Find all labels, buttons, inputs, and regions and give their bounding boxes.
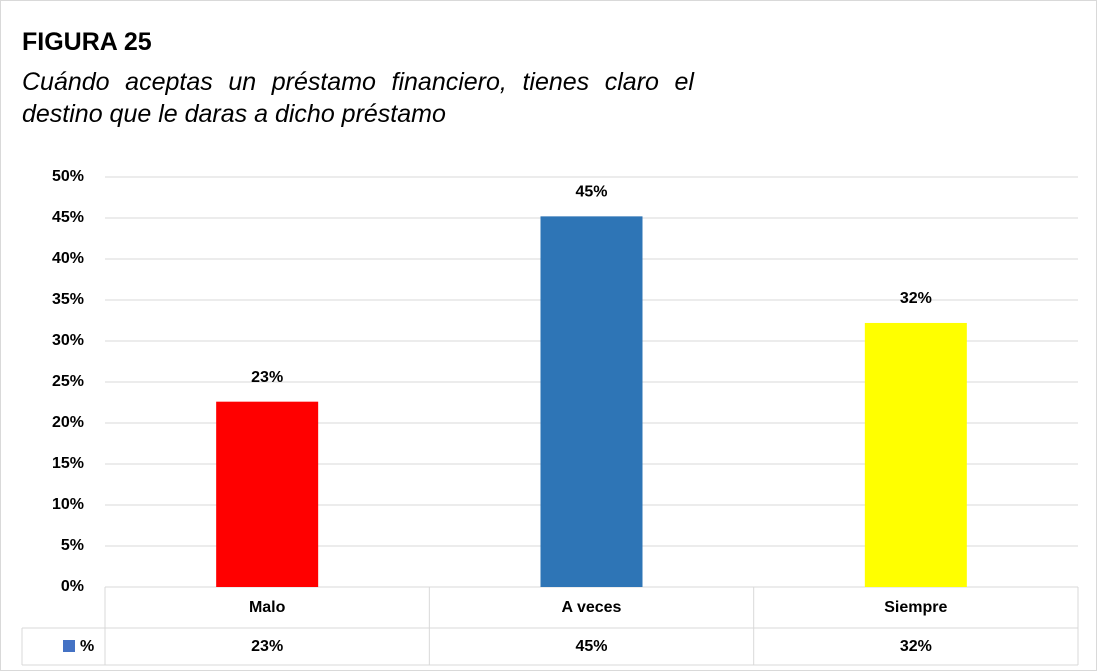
y-tick-label: 35%	[52, 291, 84, 308]
data-label: 45%	[575, 184, 607, 201]
y-tick-label: 20%	[52, 414, 84, 431]
legend-swatch	[63, 640, 75, 652]
x-tick-label: A veces	[562, 599, 622, 616]
chart-heading: FIGURA 25	[22, 28, 152, 56]
y-tick-label: 30%	[52, 332, 84, 349]
y-tick-label: 40%	[52, 250, 84, 267]
legend-label: %	[80, 638, 94, 655]
x-tick-label: Malo	[249, 599, 286, 616]
data-label: 32%	[900, 290, 932, 307]
table-value: 23%	[251, 638, 283, 655]
y-tick-label: 50%	[52, 168, 84, 185]
y-tick-label: 10%	[52, 496, 84, 513]
y-tick-label: 25%	[52, 373, 84, 390]
table-value: 45%	[575, 638, 607, 655]
x-tick-label: Siempre	[884, 599, 947, 616]
y-tick-label: 15%	[52, 455, 84, 472]
table-value: 32%	[900, 638, 932, 655]
bar	[216, 401, 319, 587]
bar	[540, 216, 643, 588]
y-tick-label: 5%	[61, 537, 84, 554]
bar	[864, 322, 967, 587]
chart-title: Cuándo aceptas un préstamo financiero, t…	[22, 68, 694, 128]
data-label: 23%	[251, 369, 283, 386]
y-tick-label: 45%	[52, 209, 84, 226]
y-tick-label: 0%	[61, 578, 84, 595]
